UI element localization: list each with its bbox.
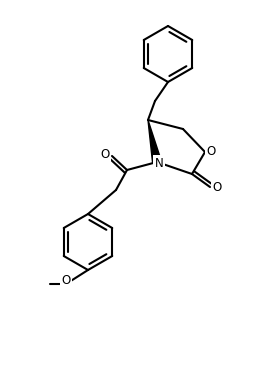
- Text: O: O: [206, 144, 216, 157]
- Text: O: O: [100, 148, 110, 160]
- Text: N: N: [155, 157, 163, 170]
- Text: O: O: [212, 180, 222, 193]
- Text: O: O: [61, 273, 71, 286]
- Polygon shape: [148, 120, 161, 163]
